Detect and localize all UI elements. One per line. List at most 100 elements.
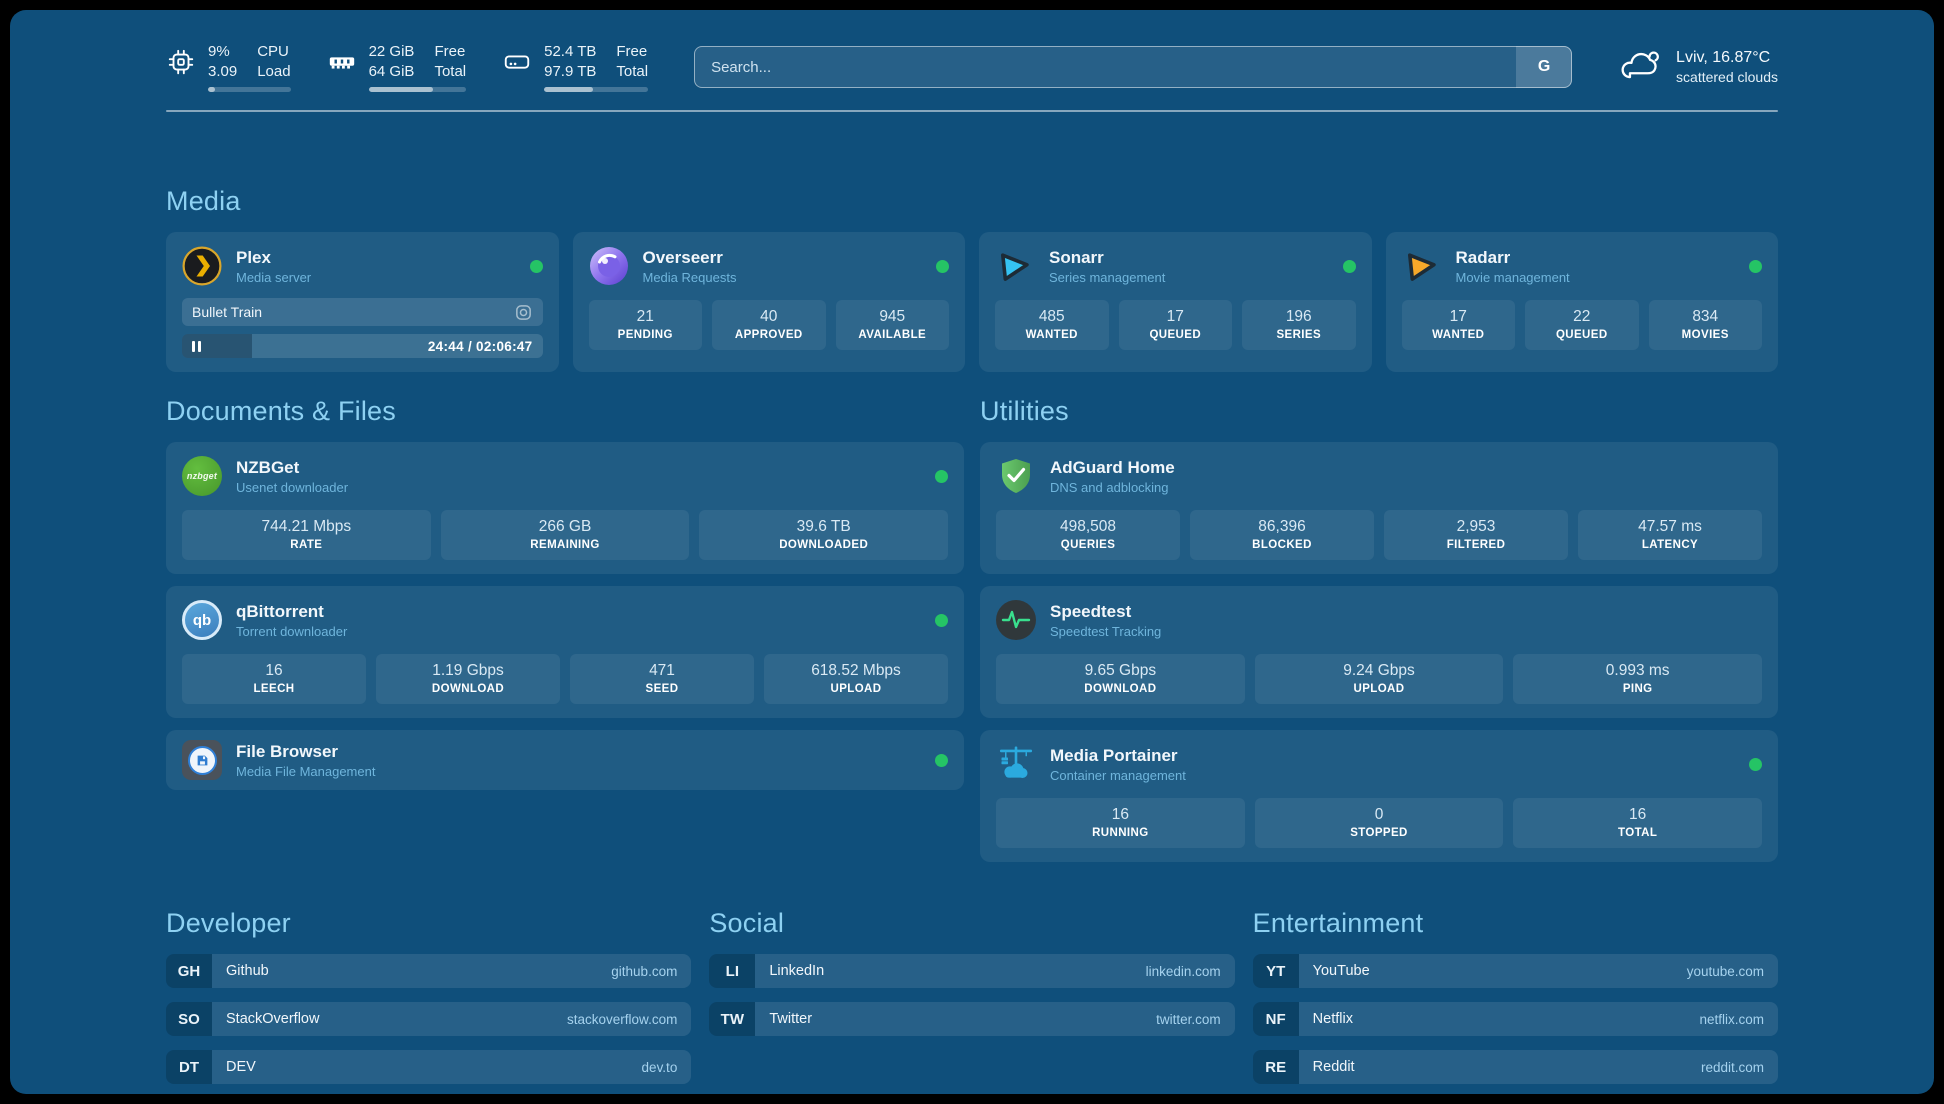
card-plex[interactable]: Plex Media server Bullet Train 24:44 / 0 (166, 232, 559, 372)
stat-box: 17 QUEUED (1118, 300, 1232, 350)
bookmark-list-entertainment: YT YouTube youtube.com NF Netflix netfli… (1252, 954, 1778, 1084)
media-session-icon (515, 304, 531, 320)
card-speedtest[interactable]: Speedtest Speedtest Tracking 9.65 Gbps D… (980, 586, 1778, 718)
stat-value: 9.24 Gbps (1343, 662, 1415, 679)
stat-value: 47.57 ms (1638, 518, 1702, 535)
bookmark-row[interactable]: TW Twitter twitter.com (709, 1002, 1235, 1036)
section-social: Social LI LinkedIn linkedin.com TW (709, 908, 1235, 1084)
card-nzbget[interactable]: nzbget NZBGet Usenet downloader 744.21 M… (166, 442, 964, 574)
qbittorrent-icon: qb (182, 600, 222, 640)
stat-label: QUEUED (1555, 329, 1608, 341)
card-sonarr[interactable]: Sonarr Series management 485 WANTED (979, 232, 1372, 372)
app-subtitle: Media File Management (236, 763, 376, 779)
stat-box: 744.21 Mbps RATE (182, 510, 431, 560)
card-filebrowser[interactable]: File Browser Media File Management (166, 730, 964, 790)
stat-label: SEED (645, 683, 679, 695)
app-subtitle: Media server (236, 269, 312, 285)
bookmark-abbr: NF (1252, 1002, 1299, 1036)
status-dot (1749, 259, 1762, 273)
app-subtitle: Container management (1050, 767, 1186, 783)
search-bar: G (694, 46, 1573, 88)
bookmark-name: Reddit (1312, 1059, 1355, 1075)
cloud-icon (1621, 51, 1659, 79)
bookmark-url: stackoverflow.com (567, 1011, 678, 1027)
stat-box: 22 QUEUED (1525, 300, 1639, 350)
card-portainer[interactable]: Media Portainer Container management 16 … (980, 730, 1778, 862)
status-dot (935, 613, 948, 627)
status-dot (935, 753, 948, 767)
card-overseerr[interactable]: Overseerr Media Requests 21 PENDING (572, 232, 965, 372)
stat-box: 17 WANTED (1401, 300, 1515, 350)
bookmark-row[interactable]: SO StackOverflow stackoverflow.com (166, 1002, 692, 1036)
section-title-developer: Developer (166, 908, 291, 938)
overseerr-icon (589, 246, 629, 286)
bookmark-row[interactable]: GH Github github.com (166, 954, 692, 988)
bookmark-name: Twitter (769, 1011, 813, 1027)
app-subtitle: Series management (1049, 269, 1166, 285)
stat-value: 22 (1573, 308, 1591, 325)
floppy-icon (197, 755, 207, 765)
radarr-icon (1402, 246, 1442, 286)
memory-free-label: Free (434, 42, 466, 60)
bookmark-name: LinkedIn (769, 963, 825, 979)
stat-box: 498,508 QUERIES (996, 510, 1180, 560)
card-adguard[interactable]: AdGuard Home DNS and adblocking 498,508 … (980, 442, 1778, 574)
stats-row: 9.65 Gbps DOWNLOAD 9.24 Gbps UPLOAD 0.99… (996, 654, 1763, 704)
stat-value: 9.65 Gbps (1084, 662, 1157, 679)
stat-box: 471 SEED (570, 654, 754, 704)
stat-value: 744.21 Mbps (261, 518, 352, 535)
cpu-load-label: Load (257, 62, 291, 80)
card-radarr[interactable]: Radarr Movie management 17 WANTED 22 (1385, 232, 1778, 372)
stat-box: 0.993 ms PING (1513, 654, 1763, 704)
app-subtitle: Media Requests (642, 269, 737, 285)
bookmark-row[interactable]: LI LinkedIn linkedin.com (709, 954, 1235, 988)
bookmark-row[interactable]: DT DEV dev.to (166, 1050, 692, 1084)
card-qbittorrent[interactable]: qb qBittorrent Torrent downloader 16 (166, 586, 964, 718)
app-name: NZBGet (236, 457, 300, 477)
stat-value: 834 (1692, 308, 1719, 325)
header-divider (166, 110, 1778, 112)
search-input[interactable] (694, 46, 1573, 88)
stat-label: REMAINING (530, 539, 600, 551)
memory-widget: 22 GiB 64 GiB Free Total (327, 42, 467, 93)
app-name: Plex (236, 247, 271, 267)
bookmark-row[interactable]: YT YouTube youtube.com (1252, 954, 1778, 988)
status-dot (935, 469, 948, 483)
bookmark-name: StackOverflow (226, 1011, 320, 1027)
bookmark-abbr: GH (166, 954, 212, 988)
stat-label: APPROVED (734, 329, 803, 341)
cpu-icon (168, 49, 194, 74)
pause-icon (192, 340, 201, 352)
stat-label: RUNNING (1092, 827, 1149, 839)
stat-label: WANTED (1432, 329, 1485, 341)
stat-box: 16 TOTAL (1513, 798, 1763, 848)
status-dot (1749, 757, 1762, 771)
bookmark-abbr: TW (709, 1002, 756, 1036)
stat-value: 40 (760, 308, 778, 325)
section-title-entertainment: Entertainment (1252, 908, 1424, 938)
stat-value: 1.19 Gbps (432, 662, 504, 679)
stat-label: FILTERED (1446, 539, 1506, 551)
section-documents: Documents & Files nzbget NZBGet Usenet d… (166, 396, 964, 862)
app-subtitle: DNS and adblocking (1050, 479, 1169, 495)
stat-label: PENDING (617, 329, 673, 341)
search-provider-button[interactable]: G (1516, 46, 1573, 88)
weather-widget: Lviv, 16.87°C scattered clouds (1618, 45, 1778, 89)
stat-value: 21 (636, 308, 654, 325)
bookmark-list-social: LI LinkedIn linkedin.com TW Twitter twit… (709, 954, 1235, 1036)
app-name: Sonarr (1049, 247, 1104, 267)
stats-row: 744.21 Mbps RATE 266 GB REMAINING 39.6 T… (182, 510, 949, 560)
cpu-progress-track (208, 87, 291, 93)
stat-value: 0 (1374, 806, 1384, 823)
stat-label: LEECH (253, 683, 295, 695)
stat-box: 485 WANTED (995, 300, 1109, 350)
top-bar: 9% 3.09 CPU Load (166, 40, 1778, 94)
disk-free-label: Free (616, 42, 648, 60)
bookmark-row[interactable]: NF Netflix netflix.com (1252, 1002, 1778, 1036)
bookmark-row[interactable]: RE Reddit reddit.com (1252, 1050, 1778, 1084)
bookmark-url: twitter.com (1156, 1011, 1221, 1027)
stat-label: UPLOAD (830, 683, 882, 695)
stat-box: 9.24 Gbps UPLOAD (1254, 654, 1504, 704)
app-subtitle: Torrent downloader (236, 623, 348, 639)
stat-label: DOWNLOAD (431, 683, 505, 695)
